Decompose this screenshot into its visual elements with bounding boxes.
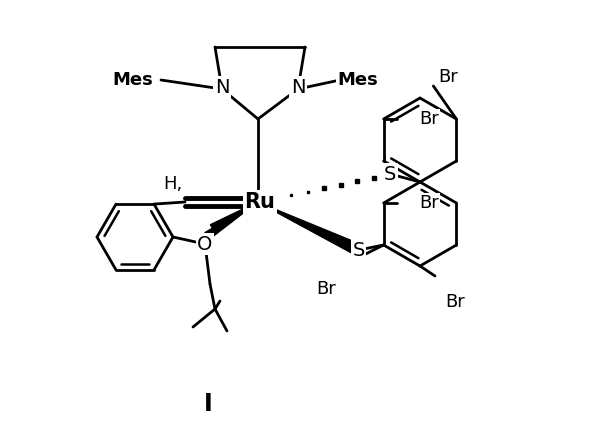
Polygon shape xyxy=(205,202,257,239)
Text: Br: Br xyxy=(419,110,439,128)
Text: Br: Br xyxy=(419,194,439,212)
Text: Br: Br xyxy=(316,280,335,298)
Polygon shape xyxy=(257,202,361,255)
Text: S: S xyxy=(384,165,396,184)
Text: N: N xyxy=(215,78,229,97)
Text: Br: Br xyxy=(439,68,458,86)
Polygon shape xyxy=(211,202,257,233)
Text: H,: H, xyxy=(163,175,182,193)
Text: O: O xyxy=(197,235,212,254)
Text: Mes: Mes xyxy=(113,71,154,89)
Text: I: I xyxy=(203,392,212,416)
Text: Mes: Mes xyxy=(338,71,379,89)
Text: Br: Br xyxy=(445,293,465,311)
Text: S: S xyxy=(352,241,365,260)
Text: Ru: Ru xyxy=(245,192,275,212)
Text: N: N xyxy=(291,78,305,97)
